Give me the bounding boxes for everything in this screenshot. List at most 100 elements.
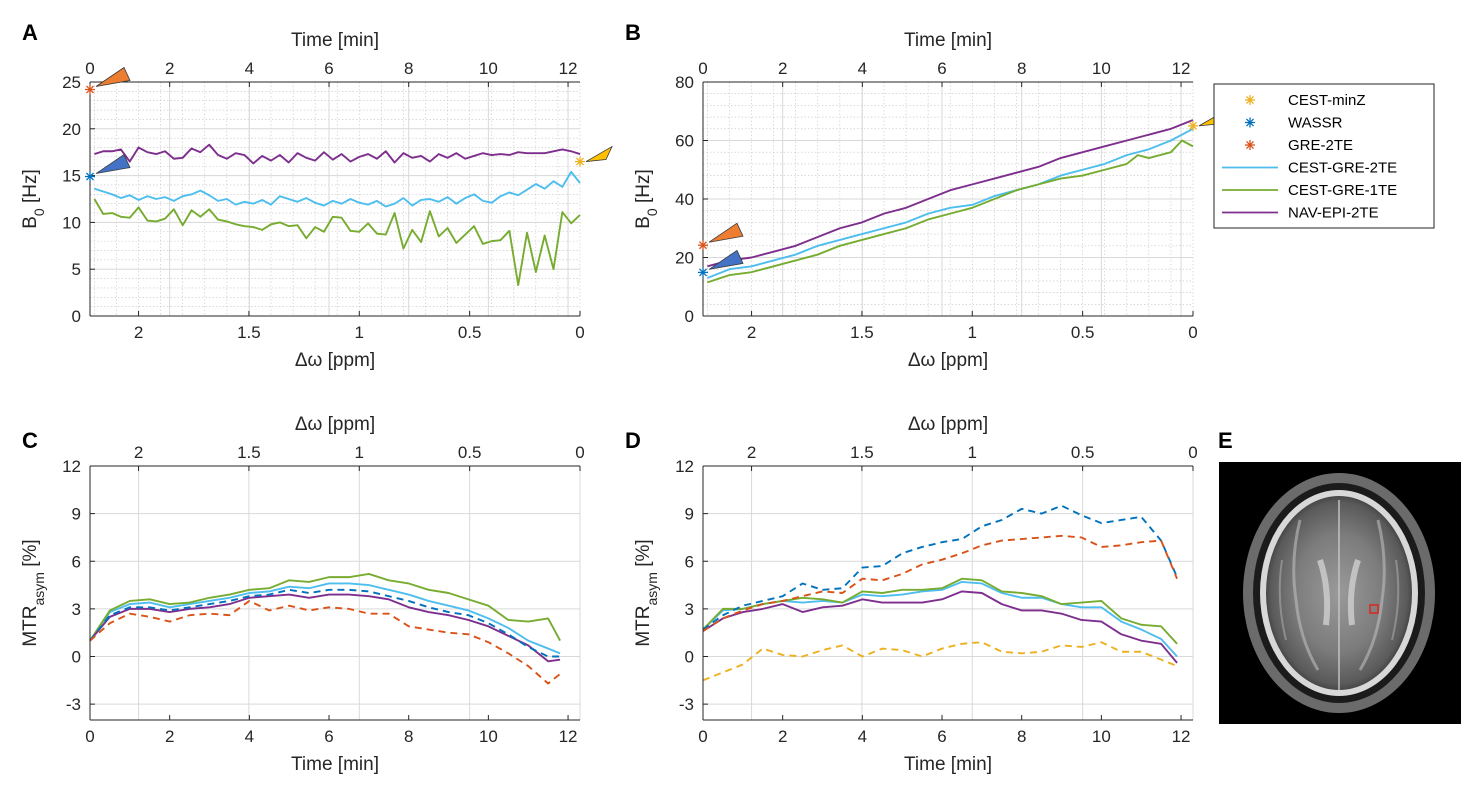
panel-letter-d: D [625,428,641,453]
panel-letter-e: E [1218,428,1233,453]
roi-marker [1369,604,1379,614]
x-tick-label: 0.5 [458,323,482,342]
y-tick-label: 0 [72,648,81,667]
legend-item-cest-minz: CEST-minZ [1245,92,1366,109]
y-tick-label: -3 [66,695,81,714]
panel-letter-a: A [22,20,38,45]
legend-item-wassr: WASSR [1245,115,1343,132]
x-tick-label: 8 [404,727,413,746]
x2-tick-label: 8 [1017,59,1026,78]
x2-tick-label: 0 [1188,443,1197,462]
x2-tick-label: 2 [134,443,143,462]
x2-tick-label: 1.5 [237,443,261,462]
legend-label: NAV-EPI-2TE [1288,205,1379,222]
series-line-nav-epi-2te [702,590,1178,664]
plot-area [90,466,580,720]
marker-cest-minz [1188,120,1198,131]
y-tick-label: 0 [72,307,81,326]
y-tick-label: 12 [62,457,81,476]
legend-label: WASSR [1288,115,1343,132]
x2-tick-label: 0.5 [1071,443,1095,462]
y-tick-label: 6 [685,552,694,571]
x-tick-label: 0.5 [1071,323,1095,342]
marker-wassr [698,267,708,278]
x2-axis-label: Δω [ppm] [908,414,988,435]
x-tick-label: 0 [698,727,707,746]
arrow-marker-a-2 [585,145,613,162]
x2-tick-label: 12 [559,59,578,78]
series-line-cest-gre-2te [707,127,1194,279]
x2-tick-label: 12 [1172,59,1191,78]
arrow-marker-b-1 [708,249,744,270]
series-line-nav-epi-2te [94,143,581,165]
legend-item-nav-epi-2te: NAV-EPI-2TE [1222,205,1379,222]
y-tick-label: 0 [685,648,694,667]
x-tick-label: 12 [1172,727,1191,746]
series-line-gre-2te [702,534,1178,632]
x2-tick-label: 0 [85,59,94,78]
axes: 2 1.5 1 0.5 0 0 2 4 6 8 10 12 0 20 40 60 80 [675,59,1198,342]
series-line-cest-gre-1te [707,139,1194,284]
x2-tick-label: 4 [858,59,867,78]
legend-label: GRE-2TE [1288,137,1353,154]
brain-mri-image [1219,462,1461,724]
x2-tick-label: 6 [937,59,946,78]
x-tick-label: 6 [324,727,333,746]
series-line-cest-gre-1te [93,198,581,287]
x-tick-label: 1 [968,323,977,342]
arrow-marker-a-1 [95,153,131,174]
x2-tick-label: 0 [698,59,707,78]
series-line-nav-epi-2te [89,593,561,663]
x2-tick-label: 6 [324,59,333,78]
x-tick-label: 4 [245,727,254,746]
series-group [89,573,561,685]
x2-tick-label: 1 [968,443,977,462]
legend-item-gre-2te: GRE-2TE [1245,137,1353,154]
x-tick-label: 10 [1092,727,1111,746]
x-tick-label: 2 [747,323,756,342]
series-line-wassr [702,504,1178,631]
y-tick-label: -3 [679,695,694,714]
chart-panel-a: 2 1.5 1 0.5 0 0 2 4 6 8 10 12 0 5 10 15 20 25 Δω [ppm] Time… [20,30,613,371]
x2-tick-label: 0 [575,443,584,462]
x-tick-label: 1 [355,323,364,342]
arrow-marker-a-0 [95,66,131,87]
legend: CEST-minZ WASSR GRE-2TE CEST-GRE-2TE CEST-GR… [1213,83,1435,229]
x2-tick-label: 2 [747,443,756,462]
marker-gre-2te [698,240,708,251]
y-tick-label: 6 [72,552,81,571]
series-line-cest-gre-1te [89,573,561,642]
series-line-wassr [89,588,561,658]
x2-tick-label: 1.5 [850,443,874,462]
y-tick-label: 3 [72,600,81,619]
x-tick-label: 0 [85,727,94,746]
arrow-marker-b-0 [708,222,744,243]
y-tick-label: 10 [62,213,81,232]
x2-tick-label: 4 [245,59,254,78]
x-tick-label: 6 [937,727,946,746]
x2-tick-label: 1 [355,443,364,462]
x-tick-label: 8 [1017,727,1026,746]
x2-tick-label: 8 [404,59,413,78]
marker-wassr [85,171,95,182]
y-tick-label: 15 [62,167,81,186]
x-axis-label: Time [min] [291,754,379,775]
x-tick-label: 0 [1188,323,1197,342]
series-group [707,119,1194,284]
marker-cest-minz [575,156,585,167]
x-tick-label: 1.5 [850,323,874,342]
panel-letter-b: B [625,20,641,45]
legend-item-cest-gre-1te: CEST-GRE-1TE [1222,182,1397,199]
x2-axis-label: Δω [ppm] [295,414,375,435]
x2-axis-label: Time [min] [291,30,379,51]
grid [702,81,1194,317]
legend-label: CEST-GRE-1TE [1288,182,1397,199]
x2-tick-label: 10 [1092,59,1111,78]
x-tick-label: 4 [858,727,867,746]
legend-star-gre-2te [1245,140,1255,150]
legend-item-cest-gre-2te: CEST-GRE-2TE [1222,160,1397,177]
grid [703,465,1194,720]
y-tick-label: 20 [675,249,694,268]
legend-label: CEST-minZ [1288,92,1366,109]
